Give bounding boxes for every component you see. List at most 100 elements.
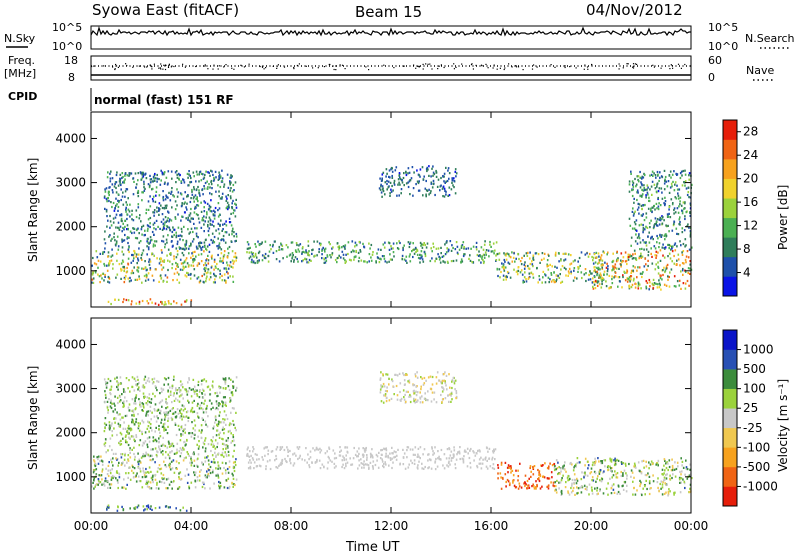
power-data-cell	[684, 201, 686, 204]
power-data-cell	[658, 282, 661, 285]
velocity-data-cell	[117, 481, 119, 484]
power-data-cell	[507, 253, 510, 256]
power-data-cell	[213, 272, 215, 275]
power-data-cell	[432, 245, 435, 249]
velocity-data-cell	[219, 403, 221, 406]
nave-point	[132, 66, 134, 68]
power-data-cell	[370, 243, 373, 247]
power-data-cell	[686, 279, 689, 283]
power-data-cell	[344, 247, 346, 250]
power-data-cell	[650, 247, 652, 250]
velocity-data-cell	[175, 507, 177, 510]
power-data-cell	[587, 278, 590, 281]
power-data-cell	[308, 250, 310, 253]
power-data-cell	[176, 250, 179, 253]
power-y-tick-label: 3000	[55, 176, 86, 190]
power-data-cell	[171, 235, 174, 238]
power-data-cell	[119, 173, 122, 176]
power-data-cell	[386, 172, 388, 175]
velocity-data-cell	[405, 390, 408, 393]
velocity-data-cell	[142, 453, 145, 456]
power-data-cell	[400, 192, 402, 195]
power-data-cell	[165, 228, 168, 231]
velocity-data-cell	[223, 432, 225, 435]
power-data-cell	[192, 197, 195, 200]
velocity-data-cell	[108, 398, 110, 401]
power-data-cell	[628, 217, 631, 220]
velocity-data-cell	[108, 424, 111, 427]
velocity-data-cell	[565, 470, 567, 473]
power-data-cell	[195, 170, 198, 173]
velocity-data-cell	[271, 450, 274, 453]
velocity-data-cell	[142, 421, 145, 424]
velocity-data-cell	[104, 381, 107, 384]
nave-point	[487, 67, 489, 69]
velocity-data-cell	[343, 467, 346, 470]
power-data-cell	[155, 194, 157, 197]
velocity-data-cell	[226, 446, 229, 449]
power-data-cell	[600, 286, 603, 289]
velocity-data-cell	[395, 384, 398, 388]
power-data-cell	[185, 217, 187, 220]
power-data-cell	[640, 256, 643, 259]
power-data-cell	[207, 262, 210, 265]
velocity-data-cell	[124, 435, 127, 438]
velocity-data-cell	[156, 483, 158, 486]
power-data-cell	[655, 190, 658, 193]
velocity-data-cell	[451, 398, 453, 401]
velocity-data-cell	[485, 456, 487, 459]
velocity-data-cell	[207, 385, 210, 388]
power-data-cell	[415, 250, 417, 253]
velocity-data-cell	[265, 465, 267, 468]
power-data-cell	[638, 255, 641, 258]
power-data-cell	[553, 271, 555, 274]
power-data-cell	[630, 286, 633, 289]
power-data-cell	[177, 226, 180, 229]
velocity-data-cell	[480, 467, 483, 470]
power-data-cell	[258, 250, 261, 253]
power-data-cell	[628, 278, 631, 282]
date-title: 04/Nov/2012	[586, 1, 683, 19]
power-data-cell	[412, 187, 415, 190]
power-data-cell	[640, 214, 643, 217]
power-data-cell	[163, 303, 166, 306]
velocity-data-cell	[538, 479, 541, 483]
power-data-cell	[139, 214, 141, 217]
power-data-cell	[662, 216, 664, 219]
velocity-data-cell	[402, 448, 404, 451]
power-data-cell	[112, 191, 114, 194]
velocity-data-cell	[138, 398, 140, 401]
velocity-data-cell	[146, 379, 149, 382]
power-data-cell	[665, 284, 668, 287]
power-data-cell	[664, 179, 666, 182]
velocity-data-cell	[449, 463, 451, 466]
velocity-data-cell	[217, 474, 219, 477]
velocity-data-cell	[175, 460, 178, 463]
velocity-data-cell	[269, 459, 271, 462]
nave-point	[283, 66, 286, 68]
velocity-data-cell	[625, 464, 627, 467]
velocity-data-cell	[120, 439, 122, 442]
power-data-cell	[392, 251, 395, 254]
velocity-data-cell	[371, 454, 374, 457]
power-data-cell	[129, 276, 131, 279]
power-data-cell	[667, 180, 670, 183]
velocity-data-cell	[172, 378, 175, 381]
velocity-data-cell	[592, 461, 594, 464]
power-data-cell	[226, 205, 229, 208]
power-data-cell	[555, 278, 558, 281]
power-data-cell	[184, 201, 186, 204]
power-data-cell	[106, 197, 109, 200]
power-data-cell	[482, 259, 484, 262]
power-data-cell	[398, 181, 400, 184]
power-data-cell	[154, 200, 157, 203]
velocity-data-cell	[399, 463, 401, 466]
velocity-data-cell	[491, 456, 494, 459]
velocity-data-cell	[140, 461, 142, 464]
power-data-cell	[221, 279, 224, 282]
power-data-cell	[214, 170, 217, 173]
velocity-data-cell	[219, 481, 222, 484]
velocity-data-cell	[512, 479, 514, 482]
power-data-cell	[190, 227, 193, 230]
power-data-cell	[687, 186, 690, 189]
